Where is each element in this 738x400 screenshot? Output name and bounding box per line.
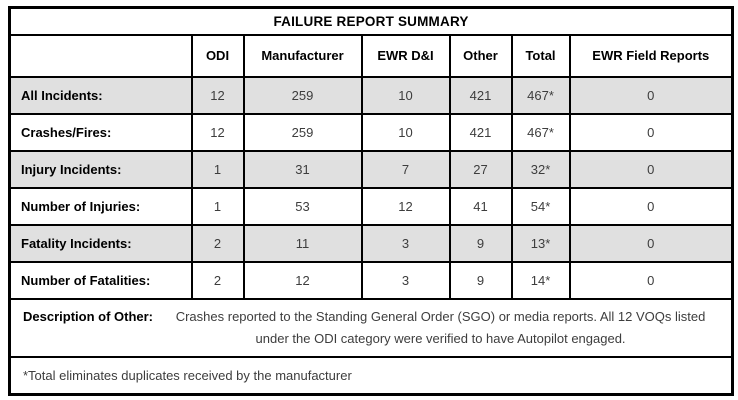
column-header-ewr-di: EWR D&I — [360, 33, 451, 78]
table-row-all-incidents: All Incidents: 12 259 10 421 467* 0 — [8, 75, 734, 115]
cell-value: 41 — [448, 186, 513, 226]
cell-value: 31 — [242, 149, 363, 189]
row-label: Injury Incidents: — [8, 149, 193, 189]
column-header-other: Other — [448, 33, 513, 78]
row-label: Number of Injuries: — [8, 186, 193, 226]
cell-value: 259 — [242, 75, 363, 115]
cell-value: 467* — [510, 112, 571, 152]
description-label: Description of Other: — [23, 308, 154, 324]
column-header-row: ODI Manufacturer EWR D&I Other Total EWR… — [8, 33, 734, 78]
column-header-odi: ODI — [190, 33, 245, 78]
cell-value: 3 — [360, 223, 451, 263]
cell-value: 11 — [242, 223, 363, 263]
cell-value: 7 — [360, 149, 451, 189]
cell-value: 467* — [510, 75, 571, 115]
cell-value: 10 — [360, 75, 451, 115]
cell-value: 421 — [448, 75, 513, 115]
footnote-row: *Total eliminates duplicates received by… — [8, 355, 734, 396]
cell-value: 12 — [190, 75, 245, 115]
row-label: Fatality Incidents: — [8, 223, 193, 263]
cell-value: 2 — [190, 260, 245, 300]
footnote-text: *Total eliminates duplicates received by… — [8, 355, 734, 396]
cell-value: 1 — [190, 149, 245, 189]
cell-value: 1 — [190, 186, 245, 226]
row-label: All Incidents: — [8, 75, 193, 115]
cell-value: 53 — [242, 186, 363, 226]
cell-value: 0 — [568, 223, 734, 263]
row-label: Number of Fatalities: — [8, 260, 193, 300]
cell-value: 10 — [360, 112, 451, 152]
description-of-other: Description of Other: Crashes reported t… — [23, 306, 721, 350]
cell-value: 9 — [448, 223, 513, 263]
table-row-injury-incidents: Injury Incidents: 1 31 7 27 32* 0 — [8, 149, 734, 189]
cell-value: 421 — [448, 112, 513, 152]
cell-value: 9 — [448, 260, 513, 300]
cell-value: 0 — [568, 75, 734, 115]
column-header-total: Total — [510, 33, 571, 78]
cell-value: 259 — [242, 112, 363, 152]
cell-value: 0 — [568, 186, 734, 226]
column-header-ewr-field-reports: EWR Field Reports — [568, 33, 734, 78]
cell-value: 12 — [242, 260, 363, 300]
cell-value: 0 — [568, 112, 734, 152]
cell-value: 3 — [360, 260, 451, 300]
cell-value: 12 — [190, 112, 245, 152]
row-label: Crashes/Fires: — [8, 112, 193, 152]
description-text: Crashes reported to the Standing General… — [175, 308, 706, 346]
cell-value: 54* — [510, 186, 571, 226]
title-row: FAILURE REPORT SUMMARY — [8, 6, 734, 36]
cell-value: 0 — [568, 149, 734, 189]
cell-value: 27 — [448, 149, 513, 189]
description-row: Description of Other: Crashes reported t… — [8, 297, 734, 358]
table-row-number-of-fatalities: Number of Fatalities: 2 12 3 9 14* 0 — [8, 260, 734, 300]
cell-value: 32* — [510, 149, 571, 189]
table-row-number-of-injuries: Number of Injuries: 1 53 12 41 54* 0 — [8, 186, 734, 226]
table-row-crashes-fires: Crashes/Fires: 12 259 10 421 467* 0 — [8, 112, 734, 152]
cell-value: 0 — [568, 260, 734, 300]
cell-value: 12 — [360, 186, 451, 226]
table-row-fatality-incidents: Fatality Incidents: 2 11 3 9 13* 0 — [8, 223, 734, 263]
column-header-manufacturer: Manufacturer — [242, 33, 363, 78]
cell-value: 13* — [510, 223, 571, 263]
column-header-blank — [8, 33, 193, 78]
cell-value: 14* — [510, 260, 571, 300]
cell-value: 2 — [190, 223, 245, 263]
failure-report-summary-table: FAILURE REPORT SUMMARY ODI Manufacturer … — [8, 6, 735, 396]
table-title: FAILURE REPORT SUMMARY — [8, 6, 734, 36]
